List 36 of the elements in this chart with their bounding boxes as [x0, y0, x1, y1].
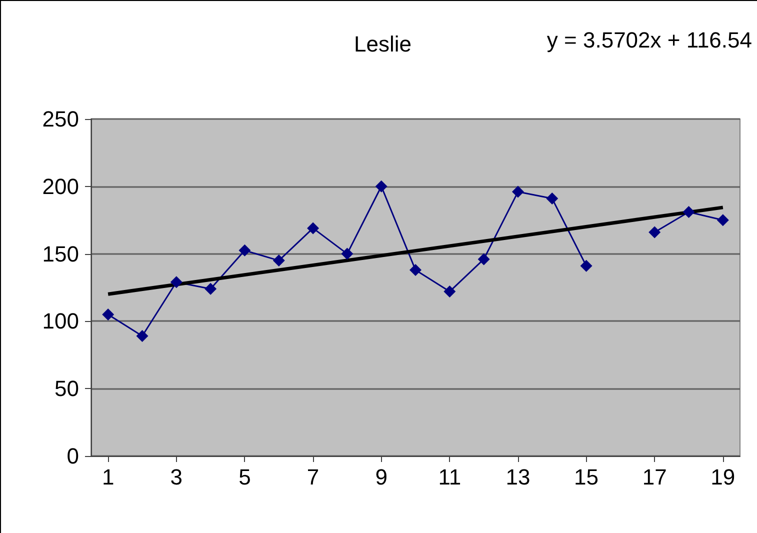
x-tick-label: 15	[574, 464, 599, 490]
point	[102, 308, 114, 320]
x-tick-label: 19	[710, 464, 736, 490]
point	[238, 244, 251, 256]
x-tick-label: 13	[506, 464, 530, 490]
point	[478, 253, 490, 266]
point	[410, 264, 422, 276]
point	[204, 282, 217, 295]
x-tick-label: 7	[306, 464, 320, 490]
point	[546, 192, 558, 205]
point	[341, 248, 354, 260]
point	[512, 186, 524, 198]
point	[307, 222, 320, 234]
point	[682, 206, 695, 218]
y-tick-label: 50	[54, 376, 79, 402]
point	[580, 260, 592, 272]
point	[648, 226, 661, 238]
text: y = 3.5702x + 116.54	[546, 28, 752, 52]
chart-title: Leslie	[354, 32, 412, 56]
x-tick-label: 1	[102, 464, 114, 490]
point	[272, 254, 285, 267]
y-tick-label: 150	[42, 241, 79, 266]
y-tick-label: 0	[66, 444, 79, 468]
x-tick-label: 11	[438, 464, 462, 490]
point	[716, 214, 729, 226]
x-tick-label: 9	[375, 464, 388, 490]
y-tick-label: 100	[42, 308, 79, 334]
y-tick-label: 200	[42, 174, 79, 199]
point	[136, 330, 148, 342]
point	[170, 276, 182, 288]
x-tick-label: 17	[642, 464, 667, 490]
x-tick-label: 3	[170, 464, 183, 490]
point	[444, 286, 456, 298]
x-tick-label: 5	[238, 464, 251, 490]
y-tick-label: 250	[42, 106, 79, 132]
point	[375, 180, 388, 192]
